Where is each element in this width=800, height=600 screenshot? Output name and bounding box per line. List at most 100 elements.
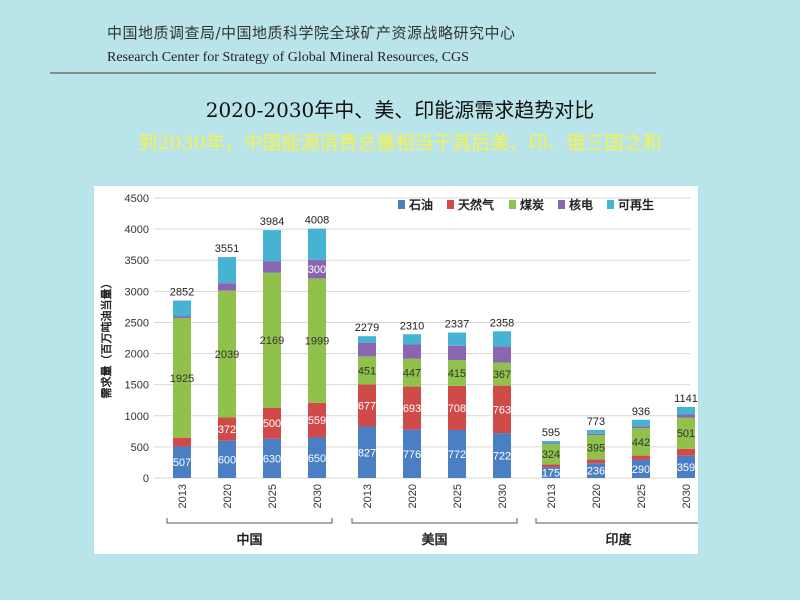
bar-segment xyxy=(403,358,421,387)
group-label: 印度 xyxy=(605,532,632,548)
data-label: 2169 xyxy=(260,335,284,347)
group-bracket xyxy=(351,518,518,524)
x-tick-label: 2020 xyxy=(407,484,419,508)
data-label: 693 xyxy=(403,403,421,415)
data-label: 324 xyxy=(542,449,560,461)
bar-segment xyxy=(587,435,605,460)
x-tick-label: 2030 xyxy=(497,484,509,508)
bar-segment xyxy=(587,459,605,464)
bar-segment xyxy=(448,385,466,430)
bar-segment xyxy=(542,443,560,445)
bar-segment xyxy=(358,426,376,478)
bar-segment xyxy=(542,467,560,478)
header-org-en: Research Center for Strategy of Global M… xyxy=(107,50,469,65)
x-tick-label: 2030 xyxy=(681,484,693,508)
bar-segment xyxy=(218,283,236,291)
legend-label: 核电 xyxy=(569,197,593,212)
bar-segment xyxy=(632,426,650,429)
x-tick-label: 2020 xyxy=(222,484,234,508)
data-label: 507 xyxy=(173,457,191,469)
data-label: 501 xyxy=(677,428,695,440)
total-label: 4008 xyxy=(305,215,329,227)
bar-segment xyxy=(493,433,511,478)
y-tick-label: 1000 xyxy=(125,411,149,423)
data-label: 772 xyxy=(448,449,466,461)
data-label: 175 xyxy=(542,468,560,480)
bar-segment xyxy=(173,316,191,318)
data-label: 395 xyxy=(587,442,605,454)
slide-title: 2020-2030年中、美、印能源需求趋势对比 xyxy=(205,98,595,122)
y-tick-label: 3000 xyxy=(125,286,149,298)
header-divider xyxy=(50,72,656,74)
bar-segment xyxy=(542,440,560,444)
bar-segment xyxy=(587,429,605,434)
bar-segment xyxy=(403,344,421,359)
data-label: 2039 xyxy=(215,349,239,361)
total-label: 3551 xyxy=(215,243,239,255)
total-label: 2310 xyxy=(400,320,424,332)
bar-segment xyxy=(403,386,421,430)
bar-segment xyxy=(358,356,376,385)
legend-label: 可再生 xyxy=(618,197,654,212)
bar-segment xyxy=(173,317,191,438)
bar-segment xyxy=(403,429,421,478)
data-label: 415 xyxy=(448,368,466,380)
bar-segment xyxy=(218,257,236,284)
data-label: 559 xyxy=(308,415,326,427)
total-label: 3984 xyxy=(260,216,284,228)
bar-segment xyxy=(542,464,560,468)
data-label: 677 xyxy=(358,400,376,412)
group-bracket xyxy=(166,518,333,524)
y-tick-label: 4000 xyxy=(125,224,149,236)
data-label: 500 xyxy=(263,418,281,430)
energy-demand-chart: 0 500 1000 1500 2000 2500 3000 3500 4000 4500 需求量（… xyxy=(99,193,698,548)
data-label: 776 xyxy=(403,449,421,461)
total-label: 1141 xyxy=(674,393,698,405)
data-label: 372 xyxy=(218,424,236,436)
bar-segment xyxy=(308,278,326,403)
data-label: 300 xyxy=(308,264,326,276)
bar-segment xyxy=(218,290,236,418)
bar-segment xyxy=(173,437,191,447)
group-bracket xyxy=(535,518,698,524)
bar-segment xyxy=(493,362,511,386)
y-tick-label: 2000 xyxy=(125,349,149,361)
bar-segment xyxy=(448,332,466,346)
data-label: 367 xyxy=(493,369,511,381)
data-label: 447 xyxy=(403,368,421,380)
bar-segment xyxy=(173,446,191,478)
group-label: 中国 xyxy=(236,532,262,548)
bar-segment xyxy=(632,455,650,460)
bar-segment xyxy=(308,402,326,438)
bar-segment xyxy=(448,360,466,386)
bar-segment xyxy=(218,417,236,441)
legend-label: 天然气 xyxy=(458,197,494,212)
bar-segment xyxy=(263,261,281,273)
bar-segment xyxy=(218,440,236,478)
data-label: 1925 xyxy=(170,373,194,385)
bar-segment xyxy=(632,419,650,427)
x-tick-label: 2013 xyxy=(177,484,189,508)
bar-segment xyxy=(632,428,650,456)
legend-label: 石油 xyxy=(408,197,433,212)
bar-segment xyxy=(263,230,281,262)
total-label: 936 xyxy=(632,406,650,418)
bar-segment xyxy=(263,438,281,478)
data-label: 290 xyxy=(632,464,650,476)
bar-segment xyxy=(677,455,695,478)
bar-segment xyxy=(448,345,466,361)
y-tick-label: 0 xyxy=(143,473,149,485)
data-label: 630 xyxy=(263,453,281,465)
x-tick-label: 2020 xyxy=(591,484,603,508)
bar-segment xyxy=(308,259,326,279)
data-label: 722 xyxy=(493,451,511,463)
data-label: 236 xyxy=(587,466,605,478)
bar-segment xyxy=(677,417,695,449)
bar-segment xyxy=(677,448,695,456)
bar-segment xyxy=(263,272,281,408)
legend-swatch xyxy=(558,200,565,209)
bar-segment xyxy=(358,336,376,343)
y-tick-label: 500 xyxy=(131,442,149,454)
bar-segment xyxy=(677,407,695,415)
chart-panel: 0 500 1000 1500 2000 2500 3000 3500 4000 4500 需求量（… xyxy=(94,186,698,554)
